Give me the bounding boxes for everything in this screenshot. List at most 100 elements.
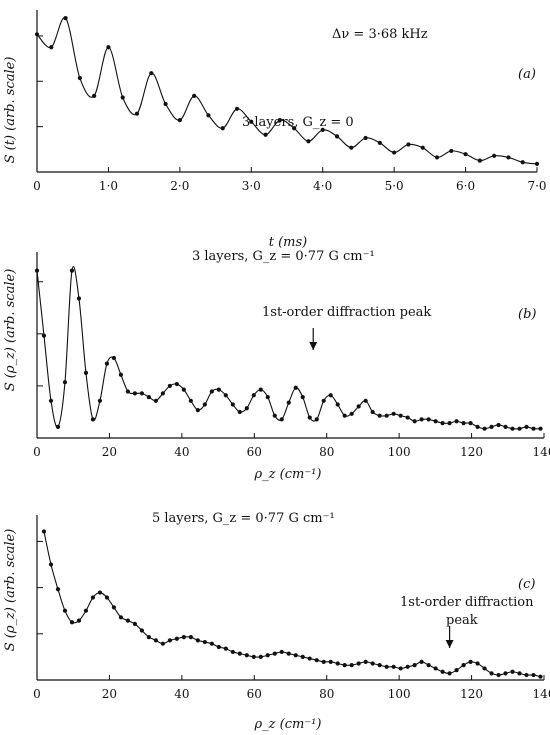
panel-b-series-0-point-23 bbox=[195, 408, 200, 413]
panel-c-series-0-point-66 bbox=[503, 671, 508, 676]
panel-a-series-0-point-22 bbox=[349, 145, 354, 150]
panel-c-series-0-point-0 bbox=[41, 529, 47, 534]
panel-b-annotation-peak: 1st-order diffraction peak bbox=[262, 305, 431, 320]
panel-a-series-0-point-21 bbox=[334, 134, 340, 139]
panel-c-series-0-point-20 bbox=[181, 635, 186, 640]
panel-c-series-0-point-26 bbox=[223, 646, 228, 651]
panel-b-series-0-point-36 bbox=[286, 400, 291, 405]
panel-a-series-0-point-27 bbox=[420, 145, 425, 150]
panel-b-series-0-point-30 bbox=[244, 406, 249, 411]
panel-c-letter: (c) bbox=[518, 577, 535, 592]
panel-b-series-0-point-17 bbox=[153, 398, 158, 403]
panel-c-series-0-point-67 bbox=[510, 669, 515, 674]
panel-b-series-0-point-71 bbox=[531, 426, 536, 431]
panel-c-series-0-point-55 bbox=[426, 663, 431, 668]
panel-b-series-0-point-19 bbox=[167, 383, 172, 389]
panel-c-xlabel: ρ_z (cm⁻¹) bbox=[254, 717, 322, 732]
panel-c-series-0-point-57 bbox=[440, 669, 445, 674]
panel-a-series-0-point-31 bbox=[477, 158, 482, 163]
panel-b-series-0-point-54 bbox=[412, 419, 417, 424]
panel-b-series-0-point-40 bbox=[314, 417, 319, 422]
panel-b-series-0-point-62 bbox=[468, 421, 473, 426]
panel-a-series-0-point-16 bbox=[263, 132, 268, 137]
panel-c-series-0-point-34 bbox=[279, 649, 284, 655]
panel-b-series-0-point-35 bbox=[279, 417, 284, 422]
panel-b-series-0-point-33 bbox=[265, 394, 270, 400]
panel-a-series-0-point-15 bbox=[249, 119, 254, 124]
panel-c-series-0-point-39 bbox=[314, 658, 319, 663]
panel-a-series-0-point-9 bbox=[163, 101, 168, 107]
panel-b-x-tick-label-2: 40 bbox=[174, 445, 189, 459]
panel-c-series-0-point-16 bbox=[153, 638, 158, 643]
panel-b-series-0-point-20 bbox=[174, 381, 179, 387]
panel-b-series-0-point-32 bbox=[258, 387, 263, 392]
panel-a-series-0-line bbox=[36, 17, 538, 165]
panel-c-series-0-point-41 bbox=[328, 659, 333, 664]
panel-b-series-0-point-60 bbox=[454, 419, 459, 424]
panel-b-letter: (b) bbox=[518, 307, 536, 322]
panel-c-series-0-point-65 bbox=[496, 672, 501, 678]
panel-b-series-0-point-41 bbox=[321, 398, 326, 403]
panel-a-ylabel: S (t) (arb. scale) bbox=[3, 57, 18, 164]
panel-b-series-0-point-18 bbox=[160, 391, 165, 396]
panel-a-series-0-point-8 bbox=[149, 71, 154, 76]
panel-a-series-0-point-19 bbox=[306, 139, 311, 144]
panel-c-annotation-peak-2: peak bbox=[446, 613, 478, 628]
panel-c-series-0-point-38 bbox=[307, 656, 312, 661]
panel-b-series-0-point-45 bbox=[349, 411, 354, 416]
panel-a-x-tick-label-2: 2·0 bbox=[170, 179, 189, 193]
panel-c-series-0-point-33 bbox=[272, 651, 277, 656]
panel-c-series-0-point-62 bbox=[475, 661, 480, 666]
panel-a-series-0-point-10 bbox=[177, 118, 182, 123]
panel-c-series-0-point-7 bbox=[90, 595, 96, 600]
panel-a-series-0-point-14 bbox=[234, 106, 240, 111]
panel-b-series-0-point-57 bbox=[433, 419, 438, 424]
panel-c-series-0-point-3 bbox=[62, 608, 68, 613]
panel-b-series-0-point-53 bbox=[405, 415, 410, 420]
panel-c-series-0-point-70 bbox=[531, 672, 536, 678]
panel-b-series-0-point-29 bbox=[237, 409, 242, 415]
panel-c-series-0-point-59 bbox=[454, 668, 459, 673]
panel-b-x-tick-label-4: 80 bbox=[319, 445, 334, 459]
panel-c-series-0-point-36 bbox=[293, 653, 298, 658]
panel-b-series-0-point-6 bbox=[76, 296, 82, 301]
panel-c-series-0-point-13 bbox=[132, 621, 138, 627]
panel-b-series-0-point-2 bbox=[48, 398, 54, 403]
panel-b-series-0-point-12 bbox=[118, 372, 124, 377]
panel-c-series-0-point-42 bbox=[335, 661, 340, 666]
panel-b-series-0-point-3 bbox=[55, 424, 61, 429]
panel-b-series-0-point-1 bbox=[41, 333, 47, 338]
panel-a-series-0-point-33 bbox=[506, 155, 511, 160]
panel-b-series-0-point-21 bbox=[181, 387, 186, 392]
panel-a-series-0-point-23 bbox=[363, 135, 368, 141]
panel-b-series-0-point-11 bbox=[111, 355, 117, 361]
panel-c-series-0-point-23 bbox=[202, 639, 207, 645]
panel-b-series-0-point-65 bbox=[489, 424, 494, 429]
panel-b-series-0-point-58 bbox=[440, 421, 445, 426]
panel-a-series-0-point-7 bbox=[134, 111, 140, 116]
panel-b-series-0-point-50 bbox=[384, 413, 389, 418]
panel-b-series-0-point-9 bbox=[97, 398, 103, 403]
panel-a-x-tick-label-4: 4·0 bbox=[313, 179, 332, 193]
panel-a-series-0-point-34 bbox=[520, 160, 525, 165]
panel-b-series-0-point-68 bbox=[510, 426, 515, 431]
panel-a-x-tick-label-6: 6·0 bbox=[456, 179, 475, 193]
panel-a-series-0-point-12 bbox=[206, 113, 211, 118]
panel-c-series-0-point-29 bbox=[244, 653, 249, 658]
panel-b-series-0-point-22 bbox=[188, 398, 193, 403]
panel-b-series-0-point-28 bbox=[230, 402, 235, 407]
panel-b-x-tick-label-7: 140 bbox=[533, 445, 550, 459]
panel-a-series-0-point-1 bbox=[49, 45, 54, 50]
panel-a-annotation-delta-nu: Δν = 3·68 kHz bbox=[332, 27, 428, 42]
panel-c-series-0-point-47 bbox=[370, 661, 375, 666]
panel-b-series-0-point-38 bbox=[300, 394, 305, 400]
panel-c-series-0-point-56 bbox=[433, 666, 438, 671]
panel-c-x-tick-label-2: 40 bbox=[174, 687, 189, 701]
panel-a-x-tick-label-0: 0 bbox=[33, 179, 41, 193]
panel-b-series-0-point-8 bbox=[90, 417, 96, 422]
panel-b-series-0-point-34 bbox=[272, 413, 277, 418]
panel-b-arrow-head bbox=[309, 342, 318, 350]
panel-b-series-0-point-7 bbox=[83, 370, 89, 375]
panel-a-series-0-point-4 bbox=[92, 93, 97, 98]
panel-a-letter: (a) bbox=[518, 67, 536, 82]
